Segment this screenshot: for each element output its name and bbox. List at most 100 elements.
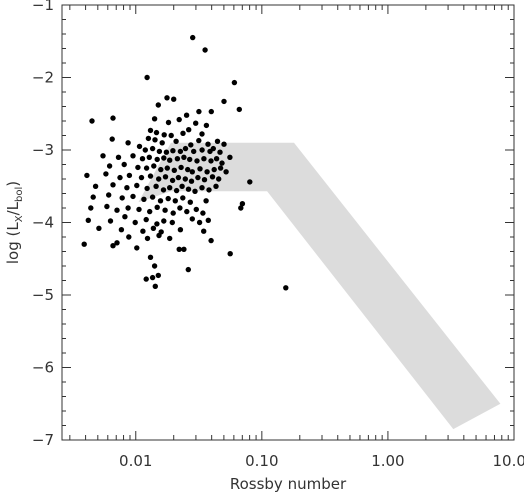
data-point: [158, 166, 164, 173]
data-point: [141, 196, 147, 202]
data-point: [144, 185, 150, 192]
data-point: [136, 143, 143, 150]
data-point: [167, 235, 173, 242]
data-point: [188, 142, 194, 148]
data-point: [204, 169, 210, 175]
data-point: [193, 120, 199, 126]
data-point: [199, 185, 205, 191]
data-point: [153, 183, 159, 189]
data-point: [170, 210, 176, 216]
data-point: [103, 171, 109, 177]
data-point: [110, 243, 116, 249]
data-point: [89, 118, 95, 124]
data-point: [179, 183, 185, 189]
data-point: [130, 153, 136, 159]
data-point: [173, 138, 179, 144]
data-point: [221, 98, 227, 105]
data-point: [210, 145, 216, 152]
data-point: [143, 276, 149, 282]
data-point: [135, 164, 141, 171]
data-point: [165, 119, 172, 126]
data-point: [190, 34, 196, 41]
data-point: [156, 232, 162, 239]
data-point: [176, 246, 182, 252]
data-point: [134, 245, 140, 251]
data-point: [181, 246, 187, 252]
y-axis-title-mid: /L: [4, 201, 22, 215]
data-point: [159, 140, 165, 146]
data-point: [121, 161, 127, 168]
data-point: [199, 147, 205, 153]
data-point: [186, 127, 192, 133]
data-point: [191, 148, 197, 155]
data-point: [227, 154, 233, 160]
data-point: [196, 219, 203, 226]
data-point: [177, 227, 184, 233]
data-point: [176, 116, 182, 123]
data-point: [283, 285, 289, 291]
x-tick-label: 0.10: [245, 452, 278, 470]
data-point: [146, 154, 152, 160]
data-point: [217, 165, 224, 171]
data-point: [197, 166, 203, 172]
data-point: [180, 195, 186, 201]
data-point: [189, 169, 195, 175]
data-point: [142, 147, 148, 153]
data-point: [203, 198, 209, 204]
data-point: [109, 136, 115, 142]
data-point: [201, 177, 208, 183]
data-point: [216, 176, 222, 182]
data-point: [156, 176, 162, 182]
data-point: [106, 192, 112, 198]
data-point: [125, 140, 131, 146]
data-point: [107, 218, 114, 224]
data-point: [182, 176, 188, 182]
data-point: [167, 157, 173, 163]
data-point: [161, 218, 167, 224]
y-tick-label: −2: [32, 69, 54, 87]
data-point: [143, 165, 150, 171]
data-point: [221, 141, 227, 147]
data-point: [231, 79, 238, 86]
data-point: [201, 228, 207, 234]
data-point: [155, 272, 161, 279]
ticks-layer: 0.01 0.10 1.00 10.00 −1 −2 −3 −4 −5 −6 −7: [32, 0, 524, 470]
data-point: [214, 138, 221, 144]
data-point: [160, 187, 167, 193]
data-point: [100, 153, 106, 159]
data-point: [162, 207, 168, 213]
x-tick-label: 1.00: [371, 452, 404, 470]
data-point: [172, 198, 178, 204]
data-point: [149, 145, 156, 152]
data-point: [187, 199, 193, 205]
data-point: [161, 155, 167, 161]
data-point: [171, 96, 177, 102]
data-point: [147, 254, 154, 260]
y-axis-title-sub1: X: [14, 215, 25, 222]
data-point: [154, 204, 160, 210]
data-point: [149, 194, 156, 200]
data-point: [213, 183, 219, 189]
data-point: [90, 194, 96, 200]
data-point: [247, 179, 253, 185]
data-point: [156, 148, 163, 155]
data-point: [114, 240, 120, 246]
data-point: [147, 127, 154, 134]
data-point: [151, 263, 158, 269]
data-point: [119, 195, 125, 201]
data-point: [145, 135, 152, 142]
data-point: [132, 219, 138, 226]
data-point: [217, 149, 223, 155]
data-point: [183, 112, 190, 118]
data-point: [161, 132, 167, 138]
data-point: [185, 266, 191, 273]
data-point: [177, 148, 184, 155]
data-point: [162, 174, 169, 180]
data-point: [189, 216, 195, 222]
data-point: [178, 164, 184, 171]
y-axis-title-prefix: log (L: [4, 222, 22, 264]
data-point: [149, 274, 156, 281]
data-point: [175, 174, 182, 181]
data-point: [223, 169, 229, 175]
